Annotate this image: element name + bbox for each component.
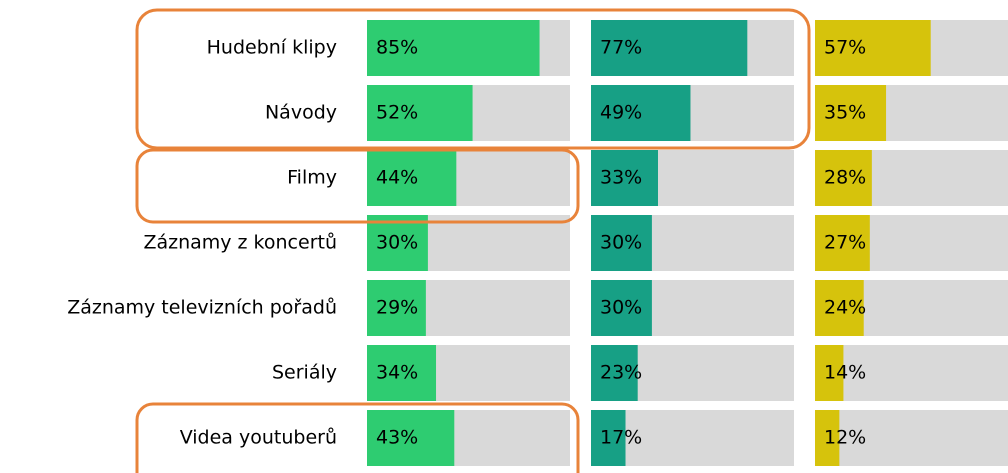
value-label: 30%	[600, 297, 642, 319]
value-label: 17%	[600, 427, 642, 449]
value-label: 85%	[376, 37, 418, 59]
bar	[815, 85, 887, 141]
value-label: 43%	[376, 427, 418, 449]
bar-track	[815, 410, 1008, 466]
value-label: 35%	[824, 102, 866, 124]
value-label: 49%	[600, 102, 642, 124]
value-label: 57%	[824, 37, 866, 59]
bar	[591, 150, 658, 206]
category-label: Videa youtuberů	[180, 427, 337, 449]
bar	[591, 410, 626, 466]
category-label: Návody	[265, 102, 337, 124]
bar	[815, 410, 840, 466]
value-label: 34%	[376, 362, 418, 384]
bar	[815, 345, 844, 401]
bar	[591, 85, 691, 141]
category-label: Hudební klipy	[207, 37, 337, 59]
bar	[591, 20, 748, 76]
category-label: Záznamy z koncertů	[143, 232, 337, 254]
highlight-box	[135, 8, 811, 150]
value-label: 52%	[376, 102, 418, 124]
bar	[815, 150, 872, 206]
bar	[815, 20, 931, 76]
bar	[815, 280, 864, 336]
value-label: 28%	[824, 167, 866, 189]
bar	[591, 345, 638, 401]
value-label: 23%	[600, 362, 642, 384]
category-label: Filmy	[287, 167, 337, 189]
bar	[367, 85, 473, 141]
highlight-box	[135, 402, 580, 473]
value-label: 77%	[600, 37, 642, 59]
value-label: 27%	[824, 232, 866, 254]
bar	[367, 280, 426, 336]
bar	[591, 280, 652, 336]
value-label: 29%	[376, 297, 418, 319]
value-label: 33%	[600, 167, 642, 189]
category-label: Seriály	[272, 362, 337, 384]
bar	[815, 215, 870, 271]
value-label: 24%	[824, 297, 866, 319]
bar	[367, 20, 540, 76]
highlight-box	[135, 148, 580, 224]
value-label: 12%	[824, 427, 866, 449]
bar-track	[815, 345, 1008, 401]
bar	[591, 215, 652, 271]
bar	[367, 150, 457, 206]
bar	[367, 410, 455, 466]
bar	[367, 345, 437, 401]
category-label: Záznamy televizních pořadů	[67, 297, 337, 319]
value-label: 14%	[824, 362, 866, 384]
bar	[367, 215, 428, 271]
value-label: 30%	[600, 232, 642, 254]
value-label: 30%	[376, 232, 418, 254]
bars	[367, 20, 931, 466]
value-label: 44%	[376, 167, 418, 189]
